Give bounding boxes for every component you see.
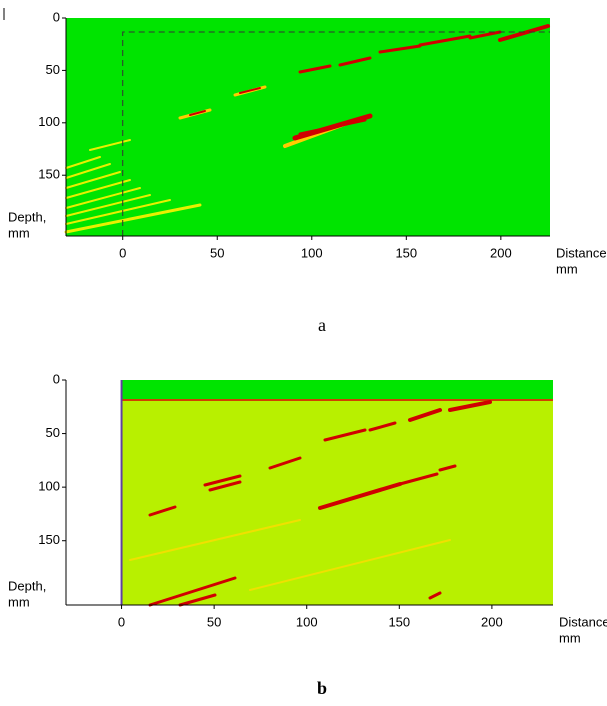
streak [249,539,451,591]
streak [438,464,457,472]
x-tick-label: 100 [301,245,323,260]
x-tick-label: 100 [296,614,318,629]
streak [189,110,206,116]
streak [65,179,131,199]
x-tick-label: 50 [207,614,221,629]
top-band [121,380,553,400]
x-tick-label: 0 [118,614,125,629]
streak [129,519,301,561]
streak [448,400,492,412]
streak [65,156,101,169]
y-tick-label: 0 [53,9,60,24]
y-tick-label: 150 [38,167,60,182]
image-area [66,18,550,236]
streak [208,480,242,492]
streak [148,576,237,607]
y-tick-label: 0 [53,371,60,386]
x-tick-label: 200 [481,614,503,629]
streak [268,456,302,470]
streak [298,118,367,136]
streak [89,139,131,151]
y-axis-label: mm [8,225,30,240]
x-axis-label: mm [559,630,581,645]
streak [418,34,472,47]
streak [64,203,202,234]
streak [239,87,261,94]
y-tick-label: 100 [38,479,60,494]
x-tick-label: 0 [119,245,126,260]
x-axis-label: mm [556,261,578,276]
streak [378,44,422,54]
y-tick-label: 150 [38,532,60,547]
streak [468,30,502,40]
caption: a [318,315,326,335]
caption: b [317,678,327,698]
x-tick-label: 200 [490,245,512,260]
streak [65,194,151,217]
streak [498,24,550,42]
streak [65,171,121,189]
dashed-box [122,31,550,236]
streak [65,199,171,225]
y-axis-label: Depth, [8,578,46,593]
streak [65,187,141,209]
streak [398,472,439,486]
streak [338,56,372,67]
y-tick-label: 50 [46,62,60,77]
x-tick-label: 150 [388,614,410,629]
y-axis-label: mm [8,594,30,609]
x-tick-label: 50 [210,245,224,260]
streak [368,421,397,432]
x-tick-label: 150 [395,245,417,260]
streak [323,428,367,442]
streak [428,591,442,600]
streak [408,408,442,422]
image-area [121,380,553,605]
streak [178,593,217,607]
x-axis-label: Distance, [556,245,607,260]
streak [148,505,177,517]
y-axis-label: Depth, [8,209,46,224]
x-axis-label: Distance, [559,614,607,629]
y-tick-label: 50 [46,425,60,440]
streak [203,474,242,487]
streak [318,482,402,510]
streak [65,163,111,179]
y-tick-label: 100 [38,114,60,129]
streak [298,64,332,74]
